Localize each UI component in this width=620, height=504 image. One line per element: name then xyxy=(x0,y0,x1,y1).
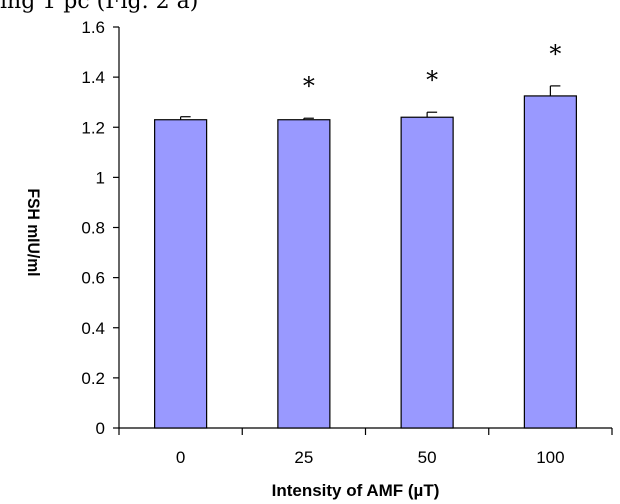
x-axis-title: Intensity of AMF (µT) xyxy=(272,481,440,500)
bar-50 xyxy=(400,116,454,429)
significance-asterisk: * xyxy=(303,72,315,100)
y-tick-label: 1.6 xyxy=(81,18,105,37)
bar-25 xyxy=(277,119,331,429)
x-axis: 0 25 50 100 xyxy=(118,427,613,467)
y-tick-label: 1.2 xyxy=(81,118,105,137)
figure-caption-fragment: ing 1 pc (Fig. 2 a) xyxy=(0,0,199,13)
bars: * * * xyxy=(154,40,577,429)
y-tick-label: 1.4 xyxy=(81,68,105,87)
y-tick-label: 0.8 xyxy=(81,219,105,238)
y-axis-title: FSH mIU/ml xyxy=(24,189,43,277)
y-tick-label: 1 xyxy=(96,168,105,187)
x-tick-label: 50 xyxy=(418,448,437,467)
y-tick-label: 0.4 xyxy=(81,319,105,338)
y-tick-label: 0.6 xyxy=(81,269,105,288)
x-tick-label: 100 xyxy=(536,448,564,467)
x-tick-label: 25 xyxy=(294,448,313,467)
significance-asterisk: * xyxy=(426,66,438,94)
y-tick-label: 0 xyxy=(96,419,105,438)
significance-asterisk: * xyxy=(549,40,561,68)
y-axis: 0 0.2 0.4 0.6 0.8 1 1.2 1.4 1.6 xyxy=(81,18,120,438)
y-tick-label: 0.2 xyxy=(81,369,105,388)
x-tick-label: 0 xyxy=(176,448,185,467)
bar-0 xyxy=(154,119,208,429)
bar-100 xyxy=(523,95,577,429)
